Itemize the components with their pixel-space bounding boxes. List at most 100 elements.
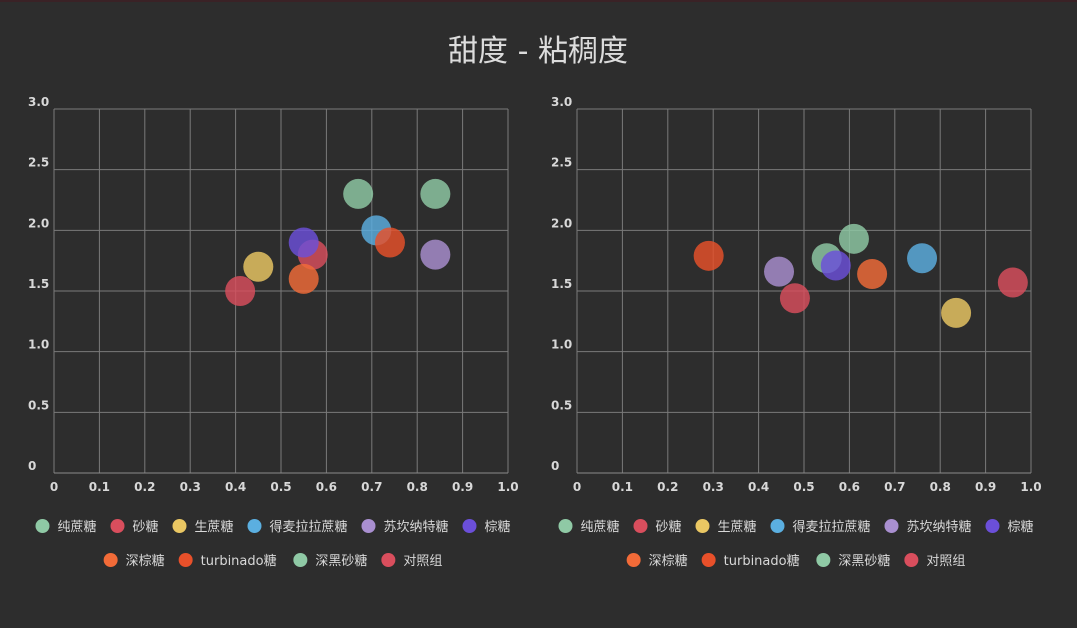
legend-marker [247, 519, 262, 533]
data-point-7 [288, 263, 319, 294]
legend-marker [816, 553, 831, 567]
legend-item-3: 生蔗糖 [695, 519, 757, 535]
x-tick-label: 0 [573, 480, 581, 494]
legend-marker [172, 519, 187, 533]
legend-marker [462, 519, 477, 533]
legend-marker [558, 519, 573, 533]
legend-label: 棕糖 [485, 519, 511, 535]
y-tick-label: 1.5 [28, 277, 49, 291]
legend-label: 深棕糖 [649, 553, 688, 569]
legend-item-3: 生蔗糖 [172, 519, 234, 535]
y-tick-label: 1.0 [551, 338, 572, 352]
y-tick-label: 2.5 [28, 156, 49, 170]
legend-item-1: 纯蔗糖 [558, 519, 620, 535]
y-tick-label: 0 [551, 459, 559, 473]
legend-label: 砂糖 [656, 519, 682, 535]
x-tick-label: 0.8 [930, 480, 951, 494]
legend-marker [110, 519, 125, 533]
legend-marker [178, 553, 193, 567]
y-tick-label: 0.5 [551, 398, 572, 412]
x-tick-label: 0.1 [89, 480, 110, 494]
legend-item-10: 对照组 [381, 553, 442, 569]
data-point-10 [997, 267, 1028, 298]
legend-marker [985, 519, 1000, 533]
data-point-7 [857, 259, 888, 290]
x-tick-label: 0.7 [884, 480, 905, 494]
legend-marker [633, 519, 648, 533]
legend-item-5: 苏坎纳特糖 [361, 519, 449, 535]
legend-label: turbinado糖 [201, 553, 277, 569]
data-point-6 [288, 227, 319, 258]
data-point-1 [343, 178, 374, 209]
legend-item-8: turbinado糖 [701, 553, 800, 569]
legend-label: 得麦拉拉蔗糖 [793, 519, 871, 535]
legend-item-9: 深黑砂糖 [293, 553, 367, 569]
legend-marker [770, 519, 785, 533]
legend-item-10: 对照组 [904, 553, 965, 569]
legend-label: 棕糖 [1008, 519, 1034, 535]
legend-label: 对照组 [403, 554, 442, 569]
legend-label: 砂糖 [133, 519, 159, 535]
chart-panel-2: 0 0.1 0.2 0.3 0.4 0.5 0.6 0.7 0.8 0.9 1.0 0 0.5 1.0 1.… [551, 95, 1042, 569]
legend-item-8: turbinado糖 [178, 553, 277, 569]
legend-marker [35, 519, 50, 533]
data-point-3 [941, 297, 972, 328]
data-point-3 [243, 251, 274, 282]
x-tick-label: 0.2 [657, 480, 678, 494]
x-tick-label: 0 [50, 480, 58, 494]
x-tick-label: 0.4 [225, 480, 246, 494]
legend-item-2: 砂糖 [633, 519, 682, 535]
legend-item-4: 得麦拉拉蔗糖 [770, 519, 871, 535]
x-tick-label: 0.4 [748, 480, 769, 494]
x-tick-label: 0.9 [452, 480, 473, 494]
legend-item-2: 砂糖 [110, 519, 159, 535]
x-tick-label: 0.3 [180, 480, 201, 494]
data-point-10 [225, 276, 256, 306]
data-point-9 [420, 178, 451, 209]
legend-label: turbinado糖 [724, 553, 800, 569]
y-tick-label: 1.0 [28, 338, 49, 352]
x-tick-label: 0.8 [407, 480, 428, 494]
x-tick-label: 0.6 [316, 480, 337, 494]
y-tick-label: 3.0 [28, 95, 49, 109]
legend-marker [695, 519, 710, 533]
data-point-8 [693, 240, 724, 271]
y-tick-label: 3.0 [551, 95, 572, 109]
legend-item-5: 苏坎纳特糖 [884, 519, 972, 535]
legend-marker [904, 553, 919, 567]
y-tick-label: 0 [28, 459, 36, 473]
x-tick-label: 0.5 [793, 480, 814, 494]
legend-item-1: 纯蔗糖 [35, 519, 97, 535]
legend-item-7: 深棕糖 [103, 553, 165, 569]
chart-title: 甜度 - 粘稠度 [448, 34, 628, 69]
legend-label: 深黑砂糖 [315, 553, 367, 569]
y-tick-label: 2.0 [28, 216, 49, 230]
data-point-2 [779, 283, 810, 314]
x-tick-label: 0.6 [839, 480, 860, 494]
legend-marker [381, 553, 396, 567]
data-point-5 [420, 239, 451, 270]
legend-label: 生蔗糖 [195, 519, 234, 535]
x-tick-label: 0.3 [703, 480, 724, 494]
legend-item-6: 棕糖 [462, 519, 511, 535]
data-point-5 [764, 256, 795, 287]
legend-marker [361, 519, 376, 533]
x-tick-label: 0.2 [134, 480, 155, 494]
legend-label: 苏坎纳特糖 [384, 519, 449, 535]
legend-item-7: 深棕糖 [626, 553, 688, 569]
x-tick-label: 0.9 [975, 480, 996, 494]
legend-label: 对照组 [926, 554, 965, 569]
legend-label: 得麦拉拉蔗糖 [270, 519, 348, 535]
data-point-4 [907, 243, 938, 274]
x-tick-label: 0.7 [361, 480, 382, 494]
legend-marker [701, 553, 716, 567]
legend-label: 生蔗糖 [718, 519, 757, 535]
legend-marker [293, 553, 308, 567]
legend-marker [884, 519, 899, 533]
data-point-9 [838, 223, 869, 254]
y-tick-label: 2.0 [551, 216, 572, 230]
chart-panel-1: 0 0.1 0.2 0.3 0.4 0.5 0.6 0.7 0.8 0.9 1.0 0 0.5 1.0 1.… [28, 95, 519, 569]
legend-item-4: 得麦拉拉蔗糖 [247, 519, 348, 535]
y-tick-label: 2.5 [551, 156, 572, 170]
